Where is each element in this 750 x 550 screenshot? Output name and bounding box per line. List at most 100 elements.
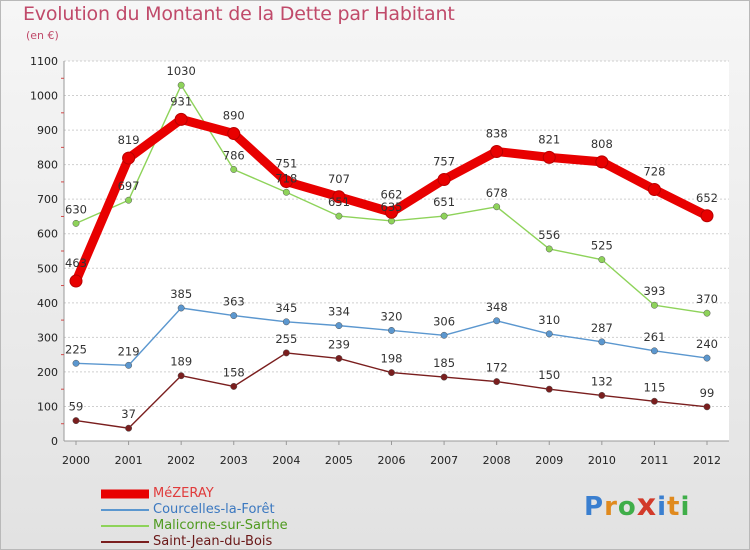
data-label: 662 <box>381 187 403 201</box>
series-point <box>493 378 501 386</box>
series-point <box>650 301 658 309</box>
data-label: 652 <box>696 191 718 205</box>
series-point <box>125 424 133 432</box>
series-point <box>545 245 553 253</box>
series-point <box>230 312 238 320</box>
y-tick-label: 1000 <box>30 90 58 103</box>
series-point <box>598 338 606 346</box>
series-point <box>545 330 553 338</box>
y-tick-label: 1100 <box>30 55 58 68</box>
series-point <box>647 183 661 197</box>
data-label: 158 <box>223 365 245 379</box>
x-tick-label: 2005 <box>325 454 353 467</box>
data-label: 1030 <box>167 64 196 78</box>
data-label: 320 <box>381 309 403 323</box>
series-point <box>437 172 451 186</box>
y-tick-label: 700 <box>37 193 58 206</box>
x-tick-label: 2003 <box>220 454 248 467</box>
series-point <box>72 219 80 227</box>
legend-swatch <box>101 489 149 499</box>
data-label: 345 <box>275 301 297 315</box>
data-label: 385 <box>170 287 192 301</box>
data-label: 225 <box>65 342 87 356</box>
x-tick-label: 2002 <box>167 454 195 467</box>
series-point <box>230 382 238 390</box>
legend-label: Courcelles-la-Forêt <box>153 502 275 517</box>
data-label: 838 <box>486 127 508 141</box>
series-point <box>177 304 185 312</box>
series-point <box>282 318 290 326</box>
series-point <box>174 112 188 126</box>
series-point <box>122 151 136 165</box>
chart-subtitle: (en €) <box>26 29 59 42</box>
data-label: 219 <box>118 344 140 358</box>
series-point <box>282 188 290 196</box>
x-tick-label: 2009 <box>535 454 563 467</box>
data-label: 819 <box>118 133 140 147</box>
legend-item: Courcelles-la-Forêt <box>101 502 288 518</box>
data-label: 348 <box>486 300 508 314</box>
legend-swatch <box>101 541 149 543</box>
series-point <box>545 385 553 393</box>
series-point <box>598 391 606 399</box>
x-tick-label: 2008 <box>483 454 511 467</box>
proxiti-logo: Proxiti <box>584 488 691 523</box>
data-label: 651 <box>328 195 350 209</box>
x-tick-label: 2010 <box>588 454 616 467</box>
x-tick-label: 2007 <box>430 454 458 467</box>
x-tick-label: 2001 <box>115 454 143 467</box>
series-point <box>177 81 185 89</box>
legend-item: Malicorne-sur-Sarthe <box>101 518 288 534</box>
legend-label: Malicorne-sur-Sarthe <box>153 518 288 533</box>
data-label: 261 <box>643 330 665 344</box>
series-point <box>542 150 556 164</box>
data-label: 240 <box>696 337 718 351</box>
data-label: 310 <box>538 313 560 327</box>
data-label: 786 <box>223 148 245 162</box>
data-label: 393 <box>643 284 665 298</box>
data-label: 172 <box>486 361 508 375</box>
data-label: 718 <box>275 171 297 185</box>
y-tick-label: 600 <box>37 228 58 241</box>
series-point <box>493 203 501 211</box>
data-label: 185 <box>433 356 455 370</box>
series-point <box>388 327 395 334</box>
series-point <box>385 205 398 219</box>
data-label: 630 <box>65 202 87 216</box>
series-point <box>335 212 343 220</box>
data-label: 751 <box>275 157 297 171</box>
data-label: 370 <box>696 292 718 306</box>
line-chart: 0 100 200 300 400 500 600 700 800 900 1000 1100 2000… <box>30 55 729 467</box>
data-label: 150 <box>538 368 560 382</box>
data-label: 115 <box>643 380 665 394</box>
series-point <box>493 317 501 325</box>
data-label: 306 <box>433 314 455 328</box>
data-label: 463 <box>65 256 87 270</box>
series-point <box>650 347 658 355</box>
data-label: 821 <box>538 132 560 146</box>
legend-swatch <box>101 525 149 527</box>
x-tick-label: 2006 <box>378 454 406 467</box>
data-label: 132 <box>591 374 613 388</box>
series-point <box>700 209 714 223</box>
data-label: 525 <box>591 239 613 253</box>
x-tick-label: 2000 <box>62 454 90 467</box>
series-point <box>125 196 133 204</box>
plot-area <box>64 61 729 441</box>
data-label: 287 <box>591 321 613 335</box>
data-label: 198 <box>381 352 403 366</box>
data-label: 728 <box>643 165 665 179</box>
data-label: 651 <box>433 195 455 209</box>
series-point <box>279 175 293 189</box>
data-label: 678 <box>486 186 508 200</box>
series-point <box>125 361 133 369</box>
series-point <box>595 155 609 169</box>
data-label: 334 <box>328 305 350 319</box>
data-label: 697 <box>118 179 140 193</box>
series-point <box>72 417 80 425</box>
data-label: 37 <box>121 407 136 421</box>
series-point <box>335 322 343 330</box>
chart-title: Evolution du Montant de la Dette par Hab… <box>23 3 455 25</box>
series-point <box>440 373 448 381</box>
